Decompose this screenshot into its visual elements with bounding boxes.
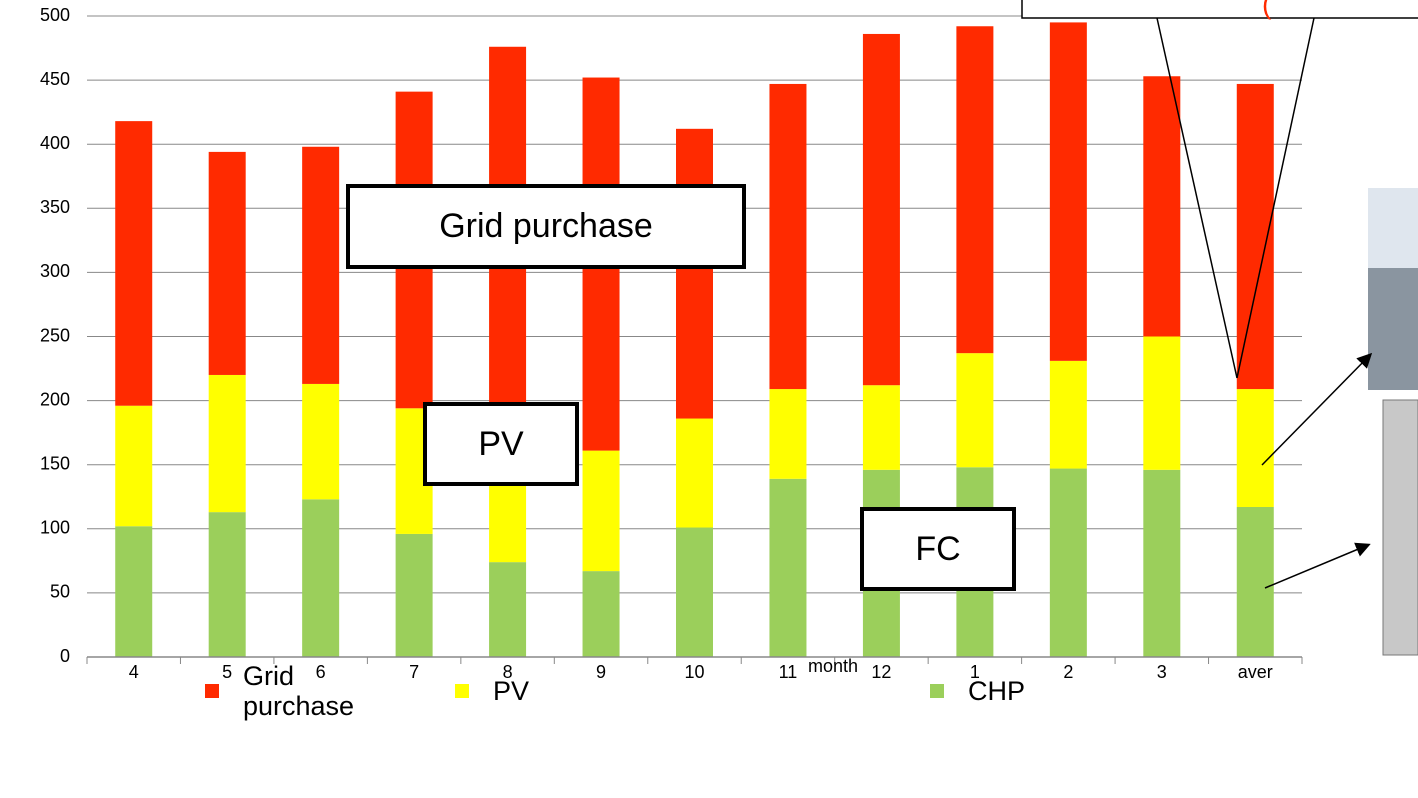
bar-segment bbox=[676, 527, 713, 657]
bar-segment bbox=[862, 385, 900, 470]
bar-segment bbox=[676, 128, 713, 419]
annotation: PV bbox=[478, 425, 524, 463]
bar-segment bbox=[582, 571, 620, 657]
bar-segment bbox=[1049, 22, 1087, 361]
x-tick-label: 11 bbox=[779, 662, 798, 682]
bar-segment bbox=[208, 374, 246, 513]
bar-segment bbox=[302, 146, 340, 384]
bar-segment bbox=[1049, 468, 1087, 657]
arrow bbox=[1261, 352, 1373, 466]
y-tick-label: 350 bbox=[40, 197, 70, 217]
bar-segment bbox=[395, 533, 433, 657]
annotation-box bbox=[860, 507, 1016, 591]
callout-line bbox=[1236, 17, 1315, 379]
bar-segment bbox=[862, 33, 900, 386]
bar-segment bbox=[956, 353, 994, 468]
bar-segment bbox=[1049, 360, 1087, 469]
y-tick-label: 150 bbox=[40, 453, 70, 473]
photo-appliance bbox=[1382, 399, 1418, 656]
bar-segment bbox=[1143, 469, 1181, 657]
x-tick-label: 3 bbox=[1157, 662, 1167, 682]
y-tick-label: 250 bbox=[40, 325, 70, 345]
x-tick-label: 9 bbox=[596, 662, 606, 682]
x-tick-label: 12 bbox=[871, 662, 891, 682]
arrow bbox=[1264, 542, 1371, 589]
bar-segment bbox=[208, 151, 246, 375]
bar-segment bbox=[676, 418, 713, 528]
x-tick-label: 1 bbox=[970, 662, 980, 682]
legend-swatch bbox=[205, 684, 219, 698]
x-tick-label: 6 bbox=[316, 662, 326, 682]
legend-label: PV bbox=[493, 676, 530, 706]
bar-segment bbox=[1236, 83, 1274, 390]
x-tick-label: 8 bbox=[503, 662, 513, 682]
x-tick-label: 2 bbox=[1063, 662, 1073, 682]
y-tick-label: 400 bbox=[40, 133, 70, 153]
bar-segment bbox=[302, 383, 340, 500]
x-tick-label: 5 bbox=[222, 662, 232, 682]
x-axis-label: month bbox=[808, 656, 858, 676]
annotation-box bbox=[423, 402, 579, 486]
bar-segment bbox=[769, 389, 807, 479]
bar-segment bbox=[489, 562, 527, 657]
callout-box bbox=[1021, 0, 1418, 19]
bar-segment bbox=[115, 526, 153, 657]
bar-segment bbox=[1143, 76, 1181, 337]
bar-segment bbox=[956, 26, 994, 354]
bar-segment bbox=[115, 405, 153, 527]
bar-segment bbox=[302, 499, 340, 657]
annotation: FC bbox=[915, 530, 960, 568]
legend-label: CHP bbox=[968, 676, 1026, 706]
bar-segment bbox=[769, 83, 807, 390]
y-tick-label: 450 bbox=[40, 69, 70, 89]
x-tick-label: aver bbox=[1238, 662, 1273, 682]
y-tick-label: 300 bbox=[40, 261, 70, 281]
annotation: Grid purchase bbox=[439, 207, 653, 245]
y-tick-label: 50 bbox=[50, 582, 70, 602]
x-tick-label: 4 bbox=[129, 662, 139, 682]
bar-segment bbox=[208, 512, 246, 657]
legend-label: Grid purchase bbox=[243, 661, 355, 721]
y-tick-label: 200 bbox=[40, 389, 70, 409]
bar-segment bbox=[769, 478, 807, 657]
bars bbox=[115, 22, 1274, 657]
bar-segment bbox=[1143, 336, 1181, 470]
callout-text: ( bbox=[1262, 0, 1272, 19]
x-tick-label: 10 bbox=[684, 662, 704, 682]
y-tick-label: 0 bbox=[60, 646, 70, 666]
legend-swatch bbox=[455, 684, 469, 698]
annotation-box bbox=[346, 184, 746, 269]
photo-sky bbox=[1368, 188, 1418, 268]
y-tick-label: 100 bbox=[40, 518, 70, 538]
x-tick-label: 7 bbox=[409, 662, 419, 682]
bar-segment bbox=[1236, 389, 1274, 508]
callout-line bbox=[1156, 17, 1238, 379]
bar-segment bbox=[582, 450, 620, 572]
y-tick-label: 500 bbox=[40, 5, 70, 25]
bar-segment bbox=[1236, 507, 1274, 657]
legend-swatch bbox=[930, 684, 944, 698]
bar-segment bbox=[115, 121, 153, 406]
